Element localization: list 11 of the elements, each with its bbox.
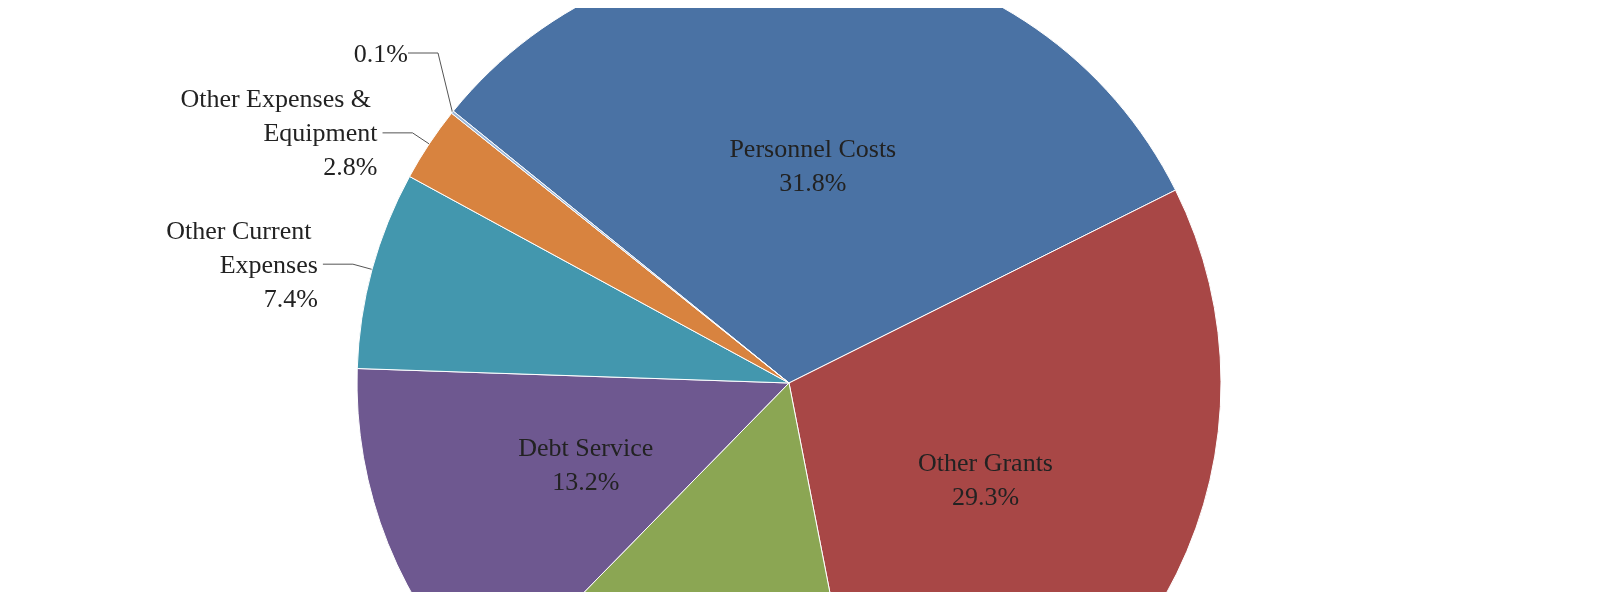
slice-label: Debt Service [518, 432, 654, 462]
slice-label: Other Expenses & Equipment [180, 84, 379, 148]
slice-label: Other Grants [917, 448, 1053, 478]
data-label: 29.3% [951, 482, 1020, 512]
data-label: 0.1% [353, 38, 408, 68]
data-label: 13.2% [552, 466, 620, 496]
data-label: 2.8% [323, 152, 378, 182]
data-label: 31.8% [779, 167, 847, 197]
data-label: 7.4% [263, 283, 318, 313]
slice-label: Personnel Costs [729, 133, 897, 163]
slice-label: Other Current Expenses [166, 215, 318, 279]
